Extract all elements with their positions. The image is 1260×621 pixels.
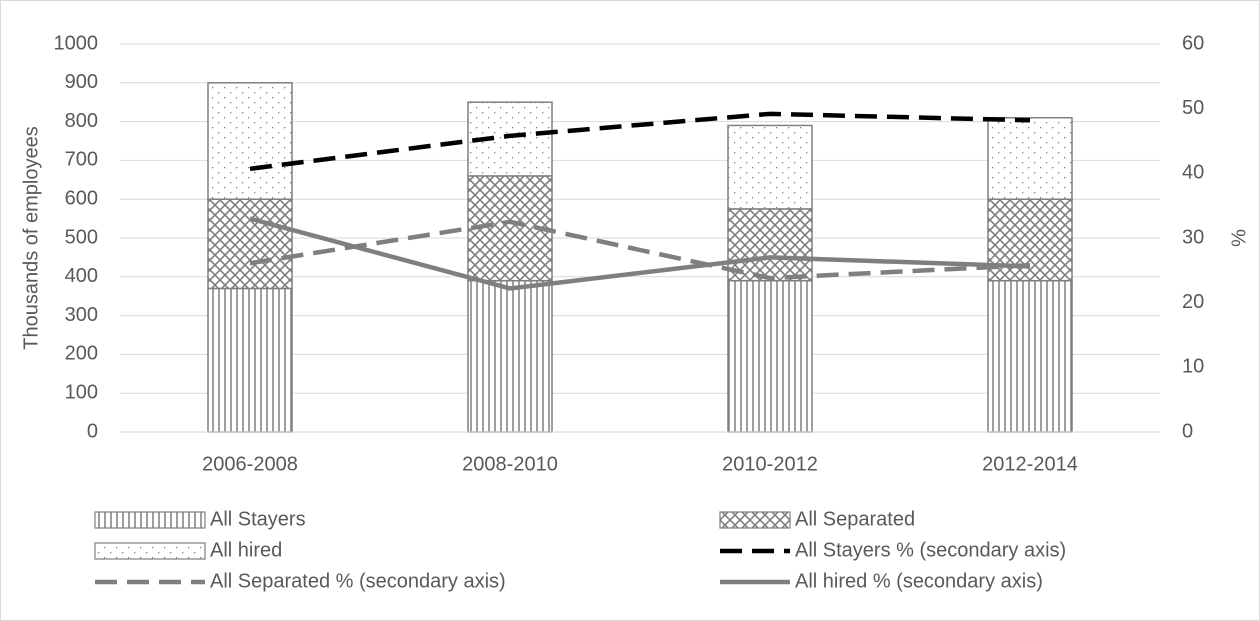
y-tick-label: 400 <box>65 265 98 287</box>
legend-label: All hired <box>210 539 282 561</box>
legend-label: All Separated <box>795 508 915 530</box>
bar <box>727 208 813 282</box>
x-tick-label: 2012-2014 <box>982 453 1078 475</box>
y2-axis-title: % <box>1228 229 1250 247</box>
y-tick-label: 500 <box>65 226 98 248</box>
x-tick-label: 2010-2012 <box>722 453 818 475</box>
line <box>249 111 1031 172</box>
legend-label: All Separated % (secondary axis) <box>210 570 506 592</box>
y-tick-label: 900 <box>65 71 98 93</box>
y2-tick-label: 20 <box>1182 291 1204 313</box>
bar <box>207 82 293 200</box>
legend-swatch <box>94 542 206 560</box>
legend-label: All hired % (secondary axis) <box>795 570 1043 592</box>
y2-tick-label: 60 <box>1182 32 1204 54</box>
y-tick-label: 100 <box>65 381 98 403</box>
line <box>249 216 1031 291</box>
y-tick-label: 700 <box>65 149 98 171</box>
bar <box>727 124 813 210</box>
y2-tick-label: 30 <box>1182 226 1204 248</box>
bar <box>987 279 1073 433</box>
y2-tick-label: 40 <box>1182 162 1204 184</box>
legend-label: All Stayers % (secondary axis) <box>795 539 1066 561</box>
bar <box>727 279 813 433</box>
y-tick-label: 200 <box>65 343 98 365</box>
bar <box>207 287 293 433</box>
y-axis-title: Thousands of employees <box>20 126 42 349</box>
y-tick-label: 800 <box>65 110 98 132</box>
bar <box>987 198 1073 282</box>
x-tick-label: 2008-2010 <box>462 453 558 475</box>
line <box>249 219 1031 281</box>
legend-swatch <box>94 511 206 529</box>
y-tick-label: 0 <box>87 420 98 442</box>
legend-swatch <box>719 511 791 529</box>
y-tick-label: 600 <box>65 187 98 209</box>
legend-label: All Stayers <box>210 508 306 530</box>
y2-tick-label: 0 <box>1182 420 1193 442</box>
y2-tick-label: 10 <box>1182 356 1204 378</box>
y2-tick-label: 50 <box>1182 97 1204 119</box>
y-tick-label: 1000 <box>54 32 99 54</box>
bar <box>207 198 293 290</box>
y-tick-label: 300 <box>65 304 98 326</box>
bar <box>987 116 1073 200</box>
x-tick-label: 2006-2008 <box>202 453 298 475</box>
bar <box>467 279 553 433</box>
